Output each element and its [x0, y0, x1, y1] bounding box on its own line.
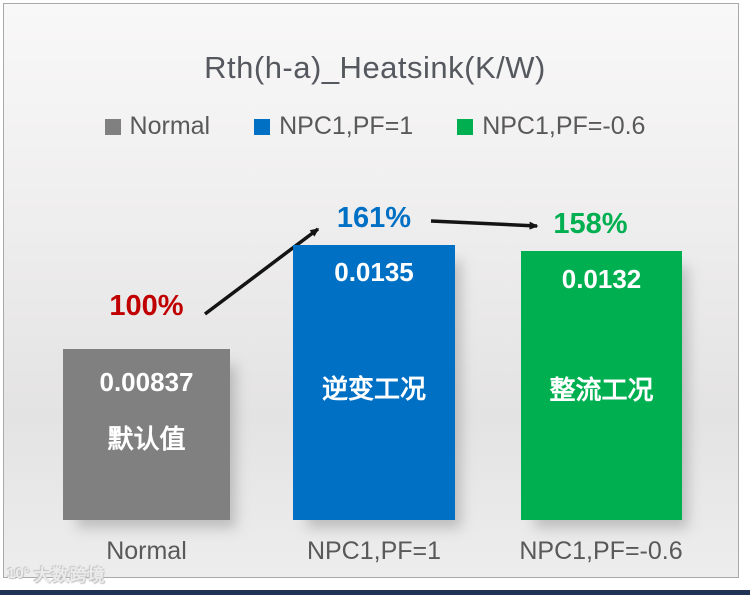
chart-legend: Normal NPC1,PF=1 NPC1,PF=-0.6	[0, 112, 750, 141]
legend-swatch-green-icon	[457, 118, 474, 135]
bar-value: 0.0132	[561, 264, 642, 294]
bar-condition-label: 默认值	[107, 424, 186, 454]
bar-value: 0.00837	[99, 367, 194, 397]
legend-item-npc1-pf1: NPC1,PF=1	[254, 112, 413, 141]
legend-swatch-gray-icon	[104, 118, 121, 135]
percent-label-npc1-pf-06: 158%	[553, 208, 628, 240]
x-axis-label-npc1-pf-06: NPC1,PF=-0.6	[519, 537, 683, 565]
legend-label: NPC1,PF=1	[279, 112, 414, 140]
x-axis-label-npc1-pf1: NPC1,PF=1	[306, 537, 442, 565]
bar-condition-label: 逆变工况	[321, 374, 426, 404]
percent-label-npc1-pf1: 161%	[336, 202, 412, 234]
bar: 0.0132 整流工况	[521, 251, 682, 520]
chart-title: Rth(h-a)_Heatsink(K/W)	[204, 50, 546, 85]
legend-label: NPC1,PF=-0.6	[482, 112, 646, 140]
legend-item-normal: Normal	[104, 112, 211, 141]
bar-condition-label: 整流工况	[549, 375, 654, 405]
watermark-logo-icon: 10°	[7, 565, 30, 582]
legend-swatch-blue-icon	[254, 118, 271, 135]
bar: 0.00837 默认值	[63, 349, 230, 520]
bar: 0.0135 逆变工况	[293, 245, 455, 520]
x-axis-label-normal: Normal	[106, 537, 187, 565]
bar-value: 0.0135	[334, 257, 414, 287]
percent-label-normal: 100%	[109, 290, 184, 322]
watermark-text: 大数跨境	[33, 566, 106, 585]
bottom-accent-line	[0, 590, 750, 595]
watermark: 10° 大数跨境	[7, 561, 106, 586]
legend-item-npc1-pf-06: NPC1,PF=-0.6	[457, 112, 645, 141]
legend-label: Normal	[129, 112, 211, 140]
